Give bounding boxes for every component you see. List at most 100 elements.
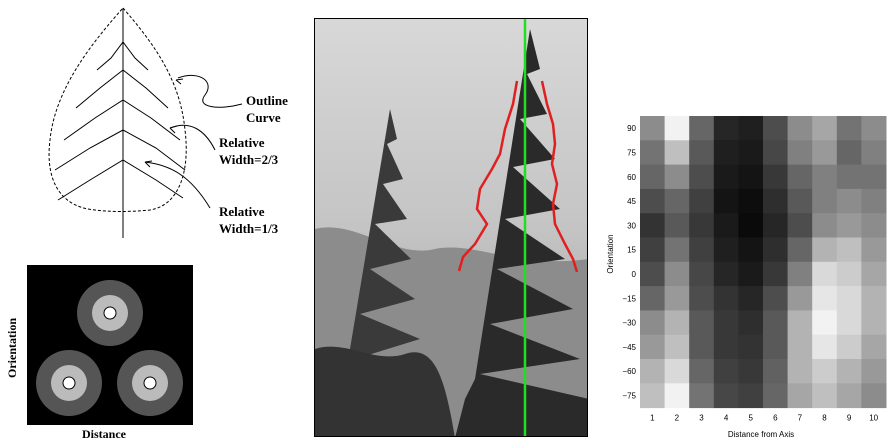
heatmap-y-tick-label: 15 xyxy=(627,246,636,255)
heatmap-cell xyxy=(713,261,739,287)
heatmap-y-tick-label: 45 xyxy=(627,197,636,206)
heatmap-cell xyxy=(787,383,813,409)
heatmap-y-tick-label: 75 xyxy=(627,148,636,157)
heatmap-y-tick-label: 30 xyxy=(627,221,636,230)
heatmap-cell xyxy=(763,359,789,384)
heatmap-cell xyxy=(861,213,887,238)
heatmap-cell xyxy=(640,359,666,384)
annotation-pointers xyxy=(144,74,243,209)
heatmap-cell xyxy=(861,359,887,384)
heatmap-cell xyxy=(836,237,862,263)
heatmap-cell xyxy=(713,188,739,214)
heatmap-cells xyxy=(640,116,887,409)
heatmap-cell xyxy=(836,213,862,238)
heatmap-cell xyxy=(763,383,789,409)
heatmap-chart: 1 2 3 4 5 6 7 8 9 10 9075604530150−15−30−45−60−75… xyxy=(606,116,887,439)
heatmap-cell xyxy=(861,188,887,214)
heatmap-cell xyxy=(689,116,715,141)
leaf-diagram xyxy=(48,7,243,238)
heatmap-cell xyxy=(861,334,887,360)
heatmap-cell xyxy=(689,237,715,263)
heatmap-x-tick-label: 5 xyxy=(748,414,753,423)
heatmap-cell xyxy=(640,188,666,214)
heatmap-cell xyxy=(812,359,838,384)
heatmap-cell xyxy=(787,261,813,287)
heatmap-cell xyxy=(640,140,666,166)
heatmap-x-ticks: 1 2 3 4 5 6 7 8 9 10 xyxy=(650,414,879,423)
blob-bottom-right xyxy=(117,350,183,416)
heatmap-x-tick-label: 10 xyxy=(869,414,878,423)
heatmap-cell xyxy=(836,310,862,336)
heatmap-cell xyxy=(836,359,862,384)
heatmap-cell xyxy=(836,164,862,190)
heatmap-x-tick-label: 2 xyxy=(675,414,680,423)
leaf-veins xyxy=(54,41,186,201)
heatmap-cell xyxy=(664,164,690,190)
heatmap-cell xyxy=(689,334,715,360)
heatmap-cell xyxy=(763,188,789,214)
red-outline-right xyxy=(540,80,579,273)
heatmap-cell xyxy=(689,383,715,409)
heatmap-cell xyxy=(640,116,666,141)
heatmap-cell xyxy=(787,140,813,166)
heatmap-cell xyxy=(664,383,690,409)
heatmap-cell xyxy=(738,334,764,360)
feature-x-label: Distance xyxy=(82,427,126,441)
heatmap-x-tick-label: 9 xyxy=(847,414,852,423)
heatmap-cell xyxy=(738,310,764,336)
heatmap-cell xyxy=(738,213,764,238)
width-two-thirds-label-line1: Relative xyxy=(219,135,265,150)
heatmap-cell xyxy=(713,359,739,384)
feature-diagram xyxy=(27,265,193,425)
heatmap-cell xyxy=(664,188,690,214)
heatmap-cell xyxy=(713,164,739,190)
heatmap-cell xyxy=(812,164,838,190)
heatmap-cell xyxy=(861,237,887,263)
heatmap-cell xyxy=(763,310,789,336)
heatmap-cell xyxy=(664,237,690,263)
heatmap-cell xyxy=(836,334,862,360)
heatmap-y-tick-label: 60 xyxy=(627,173,636,182)
heatmap-cell xyxy=(738,359,764,384)
width-one-third-label-line2: Width=1/3 xyxy=(219,221,279,236)
heatmap-cell xyxy=(836,140,862,166)
heatmap-cell xyxy=(738,164,764,190)
heatmap-cell xyxy=(713,310,739,336)
feature-y-label: Orientation xyxy=(5,318,19,378)
heatmap-cell xyxy=(640,164,666,190)
right-tree xyxy=(455,29,587,436)
heatmap-x-tick-label: 6 xyxy=(773,414,778,423)
heatmap-y-tick-label: 90 xyxy=(627,124,636,133)
heatmap-cell xyxy=(713,213,739,238)
blob-top xyxy=(77,280,143,346)
heatmap-cell xyxy=(763,116,789,141)
heatmap-cell xyxy=(664,310,690,336)
heatmap-cell xyxy=(664,116,690,141)
heatmap-cell xyxy=(689,188,715,214)
heatmap-cell xyxy=(713,116,739,141)
heatmap-cell xyxy=(713,140,739,166)
red-outline-left xyxy=(457,80,519,272)
heatmap-cell xyxy=(664,261,690,287)
heatmap-x-tick-label: 3 xyxy=(699,414,704,423)
heatmap-cell xyxy=(689,286,715,311)
heatmap-cell xyxy=(787,164,813,190)
heatmap-cell xyxy=(787,188,813,214)
heatmap-cell xyxy=(640,237,666,263)
width-two-thirds-label-line2: Width=2/3 xyxy=(219,152,279,167)
outline-label-line1: Outline xyxy=(246,93,288,108)
heatmap-cell xyxy=(689,310,715,336)
heatmap-y-tick-label: −75 xyxy=(622,391,636,400)
heatmap-cell xyxy=(763,164,789,190)
feature-blobs xyxy=(36,280,183,416)
heatmap-cell xyxy=(738,383,764,409)
heatmap-cell xyxy=(664,140,690,166)
leaf-outline-curve xyxy=(48,7,187,212)
heatmap-cell xyxy=(689,140,715,166)
heatmap-cell xyxy=(640,261,666,287)
heatmap-cell xyxy=(836,188,862,214)
heatmap-y-tick-label: −15 xyxy=(622,294,636,303)
heatmap-cell xyxy=(787,334,813,360)
heatmap-cell xyxy=(787,310,813,336)
heatmap-y-ticks: 90 75 60 45 30 15 0 −15 −30 −45 −60 −75 xyxy=(622,124,636,400)
